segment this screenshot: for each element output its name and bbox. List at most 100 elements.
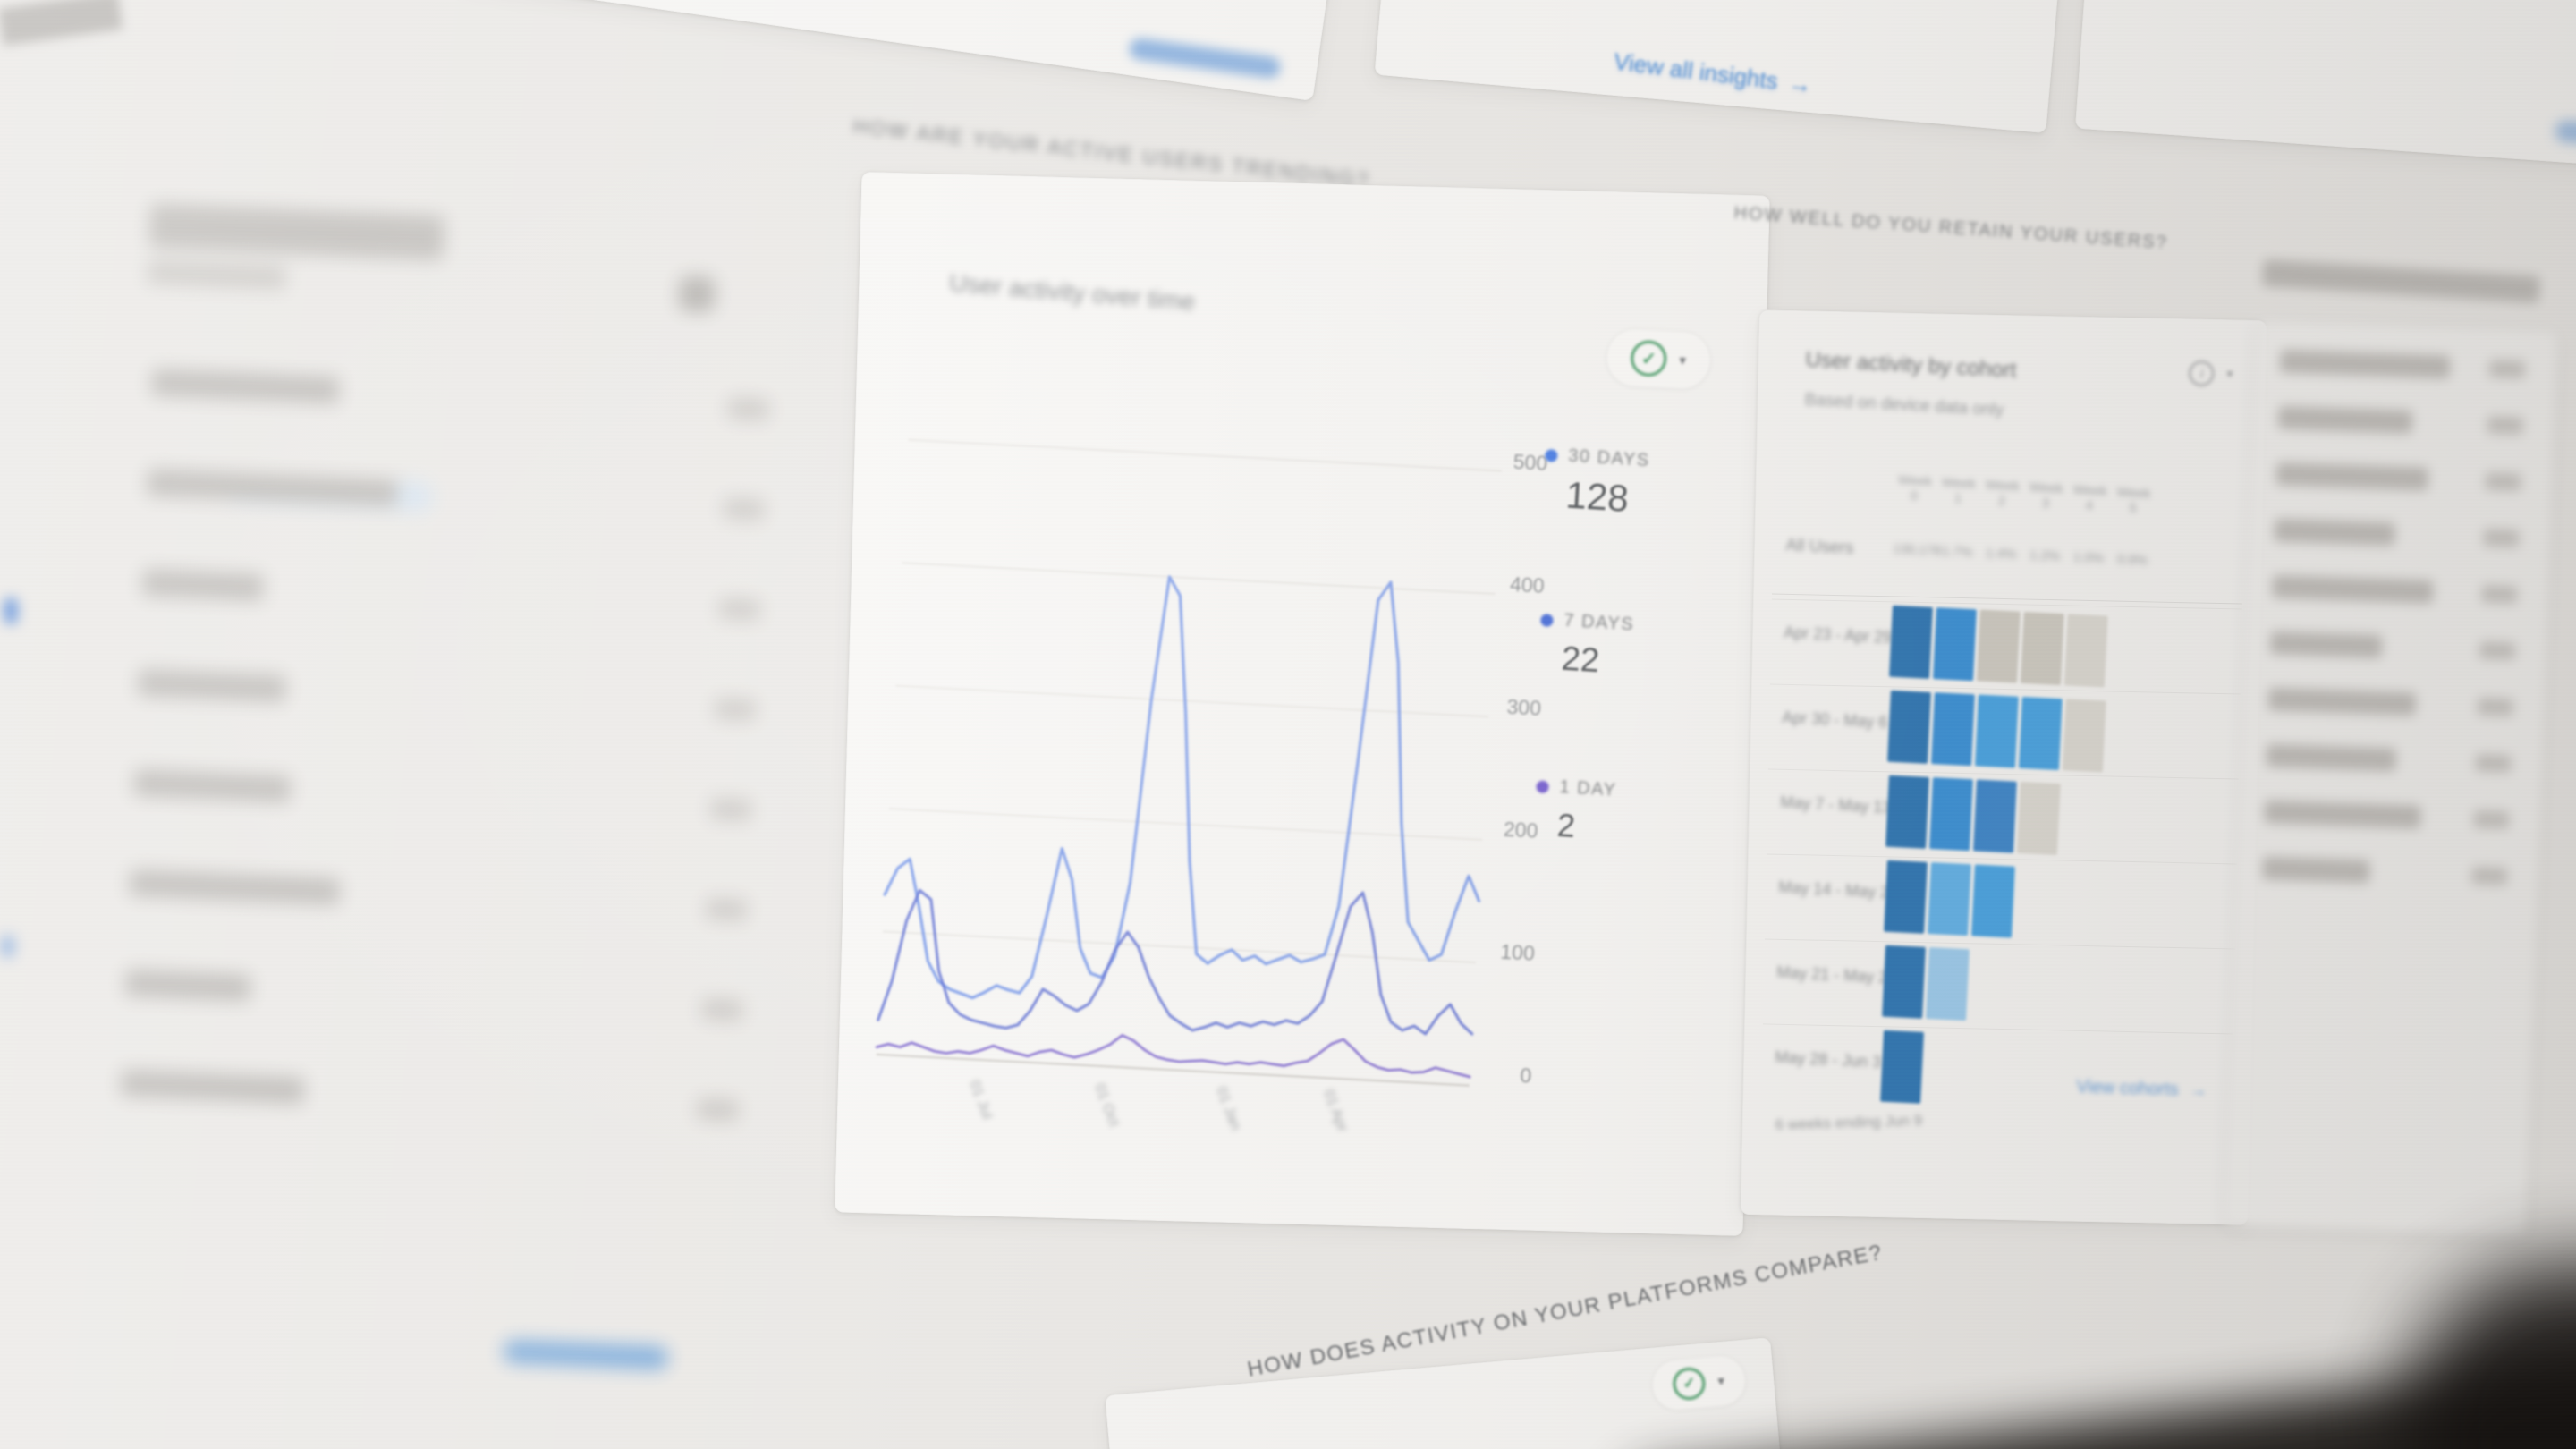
y-tick-label: 400: [1509, 572, 1546, 597]
left-panel-subtitle-blurred: [147, 260, 287, 290]
cohort-cell: [1926, 947, 1970, 1021]
cohort-card-subtitle: Based on device data only: [1804, 390, 2004, 420]
list-item-value-blurred: [2487, 415, 2524, 436]
y-tick-label: 0: [1519, 1063, 1532, 1088]
list-item[interactable]: [4, 663, 809, 728]
list-item-label-blurred: [150, 369, 340, 404]
list-item[interactable]: [2241, 742, 2542, 780]
list-item[interactable]: [2239, 799, 2540, 836]
x-tick-label: 01 Oct: [1091, 1080, 1123, 1130]
cohort-cell: [2020, 611, 2064, 686]
week-column-header: Week 4: [2072, 482, 2108, 514]
list-item-value-blurred: [727, 397, 770, 421]
list-item[interactable]: [13, 463, 818, 529]
list-item-label-blurred: [141, 569, 265, 601]
list-item-value-blurred: [2485, 471, 2521, 492]
list-item[interactable]: [2242, 687, 2544, 724]
right-panel: [2219, 236, 2576, 1321]
insight-status-button[interactable]: ✓ ▾: [1604, 326, 1713, 392]
gridline: [895, 685, 1489, 717]
list-item[interactable]: [0, 963, 796, 1029]
list-item[interactable]: [0, 863, 801, 928]
all-users-value: 0.9%: [2116, 551, 2148, 569]
view-cohorts-link[interactable]: View cohorts →: [2076, 1077, 2207, 1101]
list-item[interactable]: [17, 363, 823, 428]
week-column-header: Week 0: [1897, 472, 1933, 504]
list-item-value-blurred: [2470, 866, 2508, 886]
gridline: [876, 1053, 1470, 1087]
cohort-cell: [2016, 781, 2061, 856]
cohort-cell: [1929, 777, 1973, 852]
cohort-cell: [1931, 692, 1975, 767]
legend-dot-icon: [1544, 448, 1558, 462]
cohort-card-menu[interactable]: i ▾: [2189, 360, 2233, 386]
left-panel-link-blurred[interactable]: [502, 1339, 669, 1370]
panel-icon[interactable]: [678, 275, 716, 313]
section-heading-retention: HOW WELL DO YOU RETAIN YOUR USERS?: [1733, 203, 2169, 253]
cohort-cell: [1885, 775, 1929, 849]
blurred-heading-fragment: [0, 0, 123, 47]
right-card: [2224, 320, 2558, 1236]
legend-dot-icon: [1540, 613, 1554, 627]
list-item[interactable]: [2247, 574, 2548, 612]
cohort-cell: [1976, 609, 2021, 683]
top-card-right: [2074, 0, 2576, 179]
cohort-row: Apr 23 - Apr 29: [1751, 597, 2261, 699]
list-item-label-blurred: [2264, 800, 2421, 829]
legend-value: 128: [1564, 473, 1631, 520]
list-item[interactable]: [2252, 405, 2554, 443]
week-column-header: Week 3: [2029, 479, 2064, 512]
cohort-cell: [1972, 779, 2017, 853]
arrow-right-icon: →: [2189, 1080, 2207, 1101]
blurred-view-link[interactable]: [1128, 37, 1282, 80]
cohort-cell: [1882, 945, 1926, 1019]
list-item-label-blurred: [2271, 574, 2434, 604]
view-all-insights-link[interactable]: View all insights →: [1377, 19, 2048, 128]
all-users-value: 1.2%: [2029, 547, 2061, 564]
cohort-cell: [1928, 862, 1971, 936]
blurred-view-link[interactable]: [2555, 120, 2576, 153]
list-item-value-blurred: [700, 997, 743, 1021]
list-item-value-blurred: [696, 1097, 739, 1122]
list-item-label-blurred: [2261, 856, 2370, 884]
list-item[interactable]: [0, 763, 805, 828]
list-item-label-blurred: [137, 669, 287, 703]
list-item[interactable]: [8, 564, 814, 629]
cohort-cell: [1889, 605, 1933, 679]
y-tick-label: 500: [1513, 449, 1548, 475]
list-item[interactable]: [0, 1063, 792, 1129]
legend-text: 1 DAY: [1558, 776, 1617, 801]
cohort-row-label: Apr 23 - Apr 29: [1783, 623, 1893, 647]
list-item-label-blurred: [133, 768, 292, 803]
list-item[interactable]: [2237, 855, 2538, 893]
info-icon[interactable]: i: [2189, 360, 2216, 386]
series-1-day: [875, 1034, 1471, 1079]
list-item-label-blurred: [2275, 462, 2429, 491]
cohort-table: Apr 23 - Apr 29 Apr 30 - May 6 May 7 - May…: [1760, 310, 2267, 1104]
legend-label: 30 DAYS: [1544, 445, 1650, 471]
list-item[interactable]: [2255, 349, 2556, 386]
cohort-all-users-row: All Users 130,178 1.7% 1.4% 1.2% 1.0% 0.9%: [1754, 535, 2261, 589]
insight-status-button[interactable]: ✓ ▾: [1648, 1352, 1749, 1413]
top-card-insights: View all insights →: [1374, 0, 2070, 134]
cohort-cell: [1932, 607, 1977, 682]
x-tick-label: 01 Jul: [966, 1077, 996, 1122]
list-item[interactable]: [2249, 518, 2550, 555]
list-item-value-blurred: [709, 798, 752, 822]
list-item-value-blurred: [2475, 753, 2512, 774]
cohort-row-label: May 21 - May 27: [1775, 962, 1897, 987]
edge-icon-fragment: [4, 597, 18, 624]
list-item-label-blurred: [2279, 349, 2451, 379]
list-item[interactable]: [2245, 631, 2546, 668]
list-item-label-blurred: [2266, 743, 2397, 772]
check-circle-icon: ✓: [1672, 1366, 1707, 1402]
list-item[interactable]: [2250, 462, 2552, 499]
list-item-label-blurred: [2267, 687, 2417, 716]
list-item-label-blurred: [146, 469, 398, 507]
view-cohorts-label: View cohorts: [2076, 1077, 2179, 1100]
list-item-label-blurred: [120, 1069, 305, 1105]
cohort-row: May 28 - Jun 3: [1742, 1021, 2252, 1123]
cohort-row: Apr 30 - May 6: [1750, 682, 2259, 784]
legend-label: 1 DAY: [1536, 775, 1617, 801]
